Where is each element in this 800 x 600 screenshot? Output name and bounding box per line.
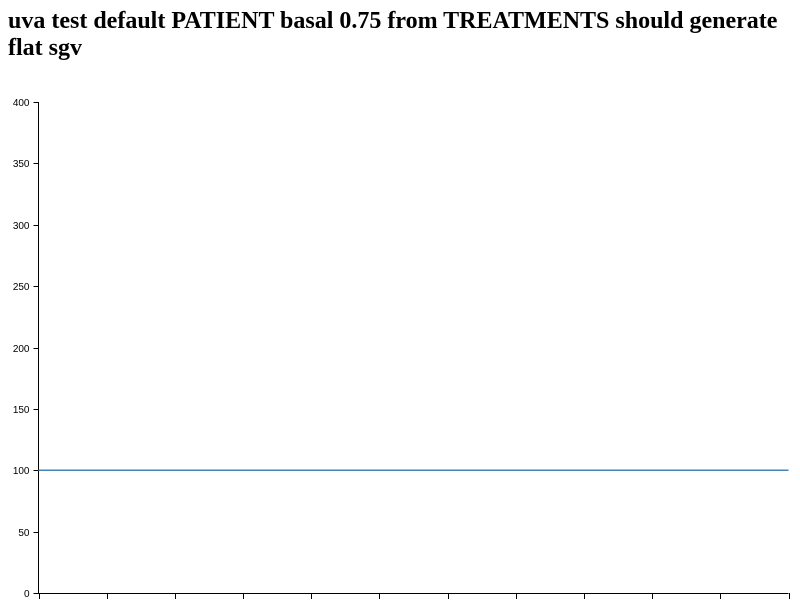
y-tick-label: 150	[13, 405, 30, 416]
y-tick-label: 300	[13, 221, 30, 232]
y-tick-label: 350	[13, 159, 30, 170]
x-axis	[38, 593, 790, 599]
y-axis: 0 50 100 150 200 250 300 350 400	[13, 98, 39, 600]
y-tick-label: 400	[13, 98, 30, 109]
y-tick-label: 0	[24, 589, 30, 600]
y-tick-label: 200	[13, 344, 30, 355]
y-tick-label: 50	[18, 528, 30, 539]
page-title: uva test default PATIENT basal 0.75 from…	[8, 8, 778, 61]
y-tick-label: 100	[13, 466, 30, 477]
y-tick-label: 250	[13, 282, 30, 293]
